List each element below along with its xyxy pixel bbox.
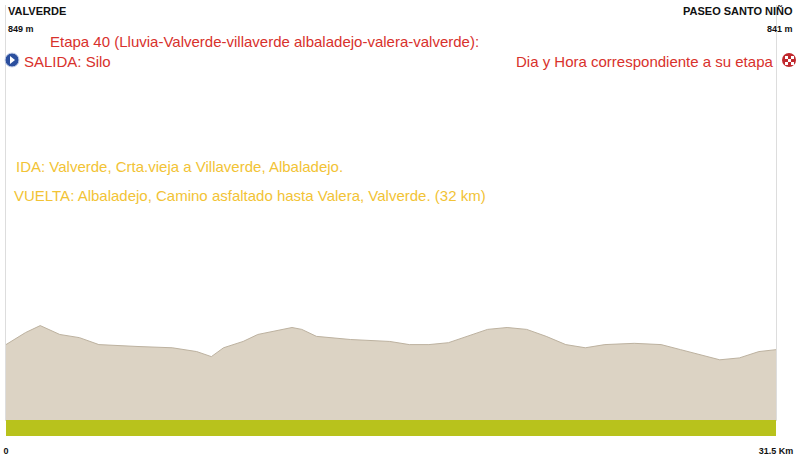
svg-text:Dia y Hora correspondiente a s: Dia y Hora correspondiente a su etapa (516, 53, 773, 70)
svg-text:Etapa 40 (Lluvia-Valverde-vill: Etapa 40 (Lluvia-Valverde-villaverde alb… (50, 33, 479, 50)
svg-text:841 m: 841 m (767, 24, 793, 34)
svg-text:IDA: Valverde, Crta.vieja a Vi: IDA: Valverde, Crta.vieja a Villaverde, … (16, 158, 343, 175)
svg-text:VALVERDE: VALVERDE (8, 5, 66, 17)
svg-text:0: 0 (3, 446, 8, 456)
svg-text:PASEO SANTO NIÑO: PASEO SANTO NIÑO (683, 5, 793, 17)
svg-text:SALIDA: Silo: SALIDA: Silo (24, 53, 111, 70)
svg-text:849 m: 849 m (8, 24, 34, 34)
svg-text:31.5 Km: 31.5 Km (759, 446, 794, 456)
svg-text:VUELTA: Albaladejo, Camino asf: VUELTA: Albaladejo, Camino asfaltado has… (14, 187, 486, 204)
